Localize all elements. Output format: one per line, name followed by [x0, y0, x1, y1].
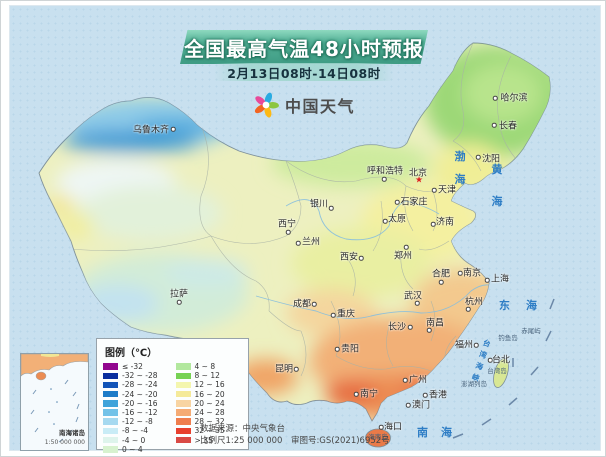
legend-cold-column: ≤ -32 -32 ~ -28 -28 ~ -24 -24 ~ -20 -20 ~ -1…: [103, 362, 170, 454]
inset-map-graphic: [20, 353, 89, 443]
legend-label: > 35: [194, 435, 213, 445]
temperature-legend: 图例（℃） ≤ -32 -32 ~ -28 -28 ~ -24 -24 ~ -20 -2…: [96, 338, 249, 454]
legend-swatch: [103, 363, 118, 370]
legend-swatch: [103, 427, 118, 435]
forecast-period: 2月13日08时-14日08时: [227, 65, 381, 81]
inset-label: 南海诸岛: [59, 429, 85, 437]
legend-swatch: [103, 381, 118, 389]
legend-label: 8 ~ 12: [194, 371, 220, 381]
legend-label: -28 ~ -24: [122, 380, 158, 390]
data-source: 数据来源：中央气象台 比例尺1:25 000 000 审图号:GS(2021)6…: [200, 423, 390, 447]
subtitle-bar: 2月13日08时-14日08时: [214, 63, 394, 81]
legend-swatch: [103, 409, 118, 416]
legend-swatch: [103, 446, 118, 453]
legend-item: 12 ~ 16: [175, 380, 243, 390]
legend-label: 24 ~ 28: [194, 408, 225, 418]
pinwheel-icon: [254, 92, 279, 118]
legend-item: -28 ~ -24: [103, 380, 170, 389]
legend-label: -20 ~ -16: [122, 398, 158, 408]
legend-item: 8 ~ 12: [175, 371, 243, 381]
legend-swatch: [175, 409, 191, 416]
inset-scale: 1:50 000 000: [44, 439, 85, 446]
south-china-sea-inset: 南海诸岛 1:50 000 000: [20, 353, 89, 451]
rivers: [255, 199, 490, 320]
legend-item: -24 ~ -20: [103, 390, 170, 399]
legend-title: 图例（℃）: [105, 348, 158, 359]
legend-label: -4 ~ 0: [122, 435, 146, 445]
legend-item: -32 ~ -28: [103, 371, 170, 380]
legend-label: 4 ~ 8: [194, 362, 216, 372]
legend-item: 32 ~ 35: [175, 426, 243, 436]
source-line2: 比例尺1:25 000 000 审图号:GS(2021)6952号: [200, 436, 390, 446]
legend-item: > 35: [175, 435, 243, 445]
legend-swatch: [175, 436, 191, 444]
logo-text: 中国天气: [285, 97, 356, 116]
legend-item: -12 ~ -8: [103, 417, 170, 426]
legend-swatch: [103, 390, 118, 398]
legend-item: -4 ~ 0: [103, 436, 170, 445]
legend-swatch: [175, 372, 191, 380]
legend-item: 0 ~ 4: [103, 445, 170, 454]
legend-label: 12 ~ 16: [194, 380, 225, 390]
legend-swatch: [175, 400, 191, 407]
legend-label: -12 ~ -8: [122, 417, 153, 427]
page-title: 全国最高气温48小时预报: [184, 36, 424, 61]
legend-swatch: [175, 381, 191, 389]
legend-item: 4 ~ 8: [175, 362, 243, 372]
legend-swatch: [175, 390, 191, 398]
legend-swatch: [175, 427, 191, 435]
legend-item: -8 ~ -4: [103, 426, 170, 435]
legend-item: -16 ~ -12: [103, 408, 170, 417]
legend-swatch: [175, 363, 191, 370]
legend-swatch: [103, 372, 118, 380]
legend-item: -20 ~ -16: [103, 399, 170, 408]
legend-label: 32 ~ 35: [194, 426, 225, 436]
legend-item: 28 ~ 32: [175, 417, 243, 427]
legend-item: 24 ~ 28: [175, 408, 243, 418]
mainland: [38, 42, 551, 422]
legend-label: -32 ~ -28: [122, 371, 158, 381]
legend-label: -24 ~ -20: [122, 389, 158, 399]
hainan-island: [365, 428, 391, 448]
legend-label: 28 ~ 32: [194, 417, 225, 427]
legend-swatch: [103, 436, 118, 444]
legend-label: -8 ~ -4: [122, 426, 149, 436]
legend-label: 0 ~ 4: [122, 444, 143, 454]
legend-item: ≤ -32: [103, 362, 170, 371]
legend-swatch: [103, 400, 118, 407]
sea-boundary-dashes: [452, 298, 555, 439]
legend-label: -16 ~ -12: [122, 408, 158, 418]
legend-item: 20 ~ 24: [175, 398, 243, 408]
china-weather-logo: 中国天气: [253, 92, 355, 118]
taiwan-island: [493, 358, 509, 388]
legend-label: ≤ -32: [122, 362, 143, 372]
title-banner: 全国最高气温48小时预报: [180, 30, 428, 64]
source-line1: 数据来源：中央气象台: [200, 424, 286, 434]
legend-label: 20 ~ 24: [194, 398, 225, 408]
legend-swatch: [103, 418, 118, 425]
legend-swatch: [175, 418, 191, 425]
legend-item: 16 ~ 20: [175, 389, 243, 399]
legend-label: 16 ~ 20: [194, 389, 225, 399]
